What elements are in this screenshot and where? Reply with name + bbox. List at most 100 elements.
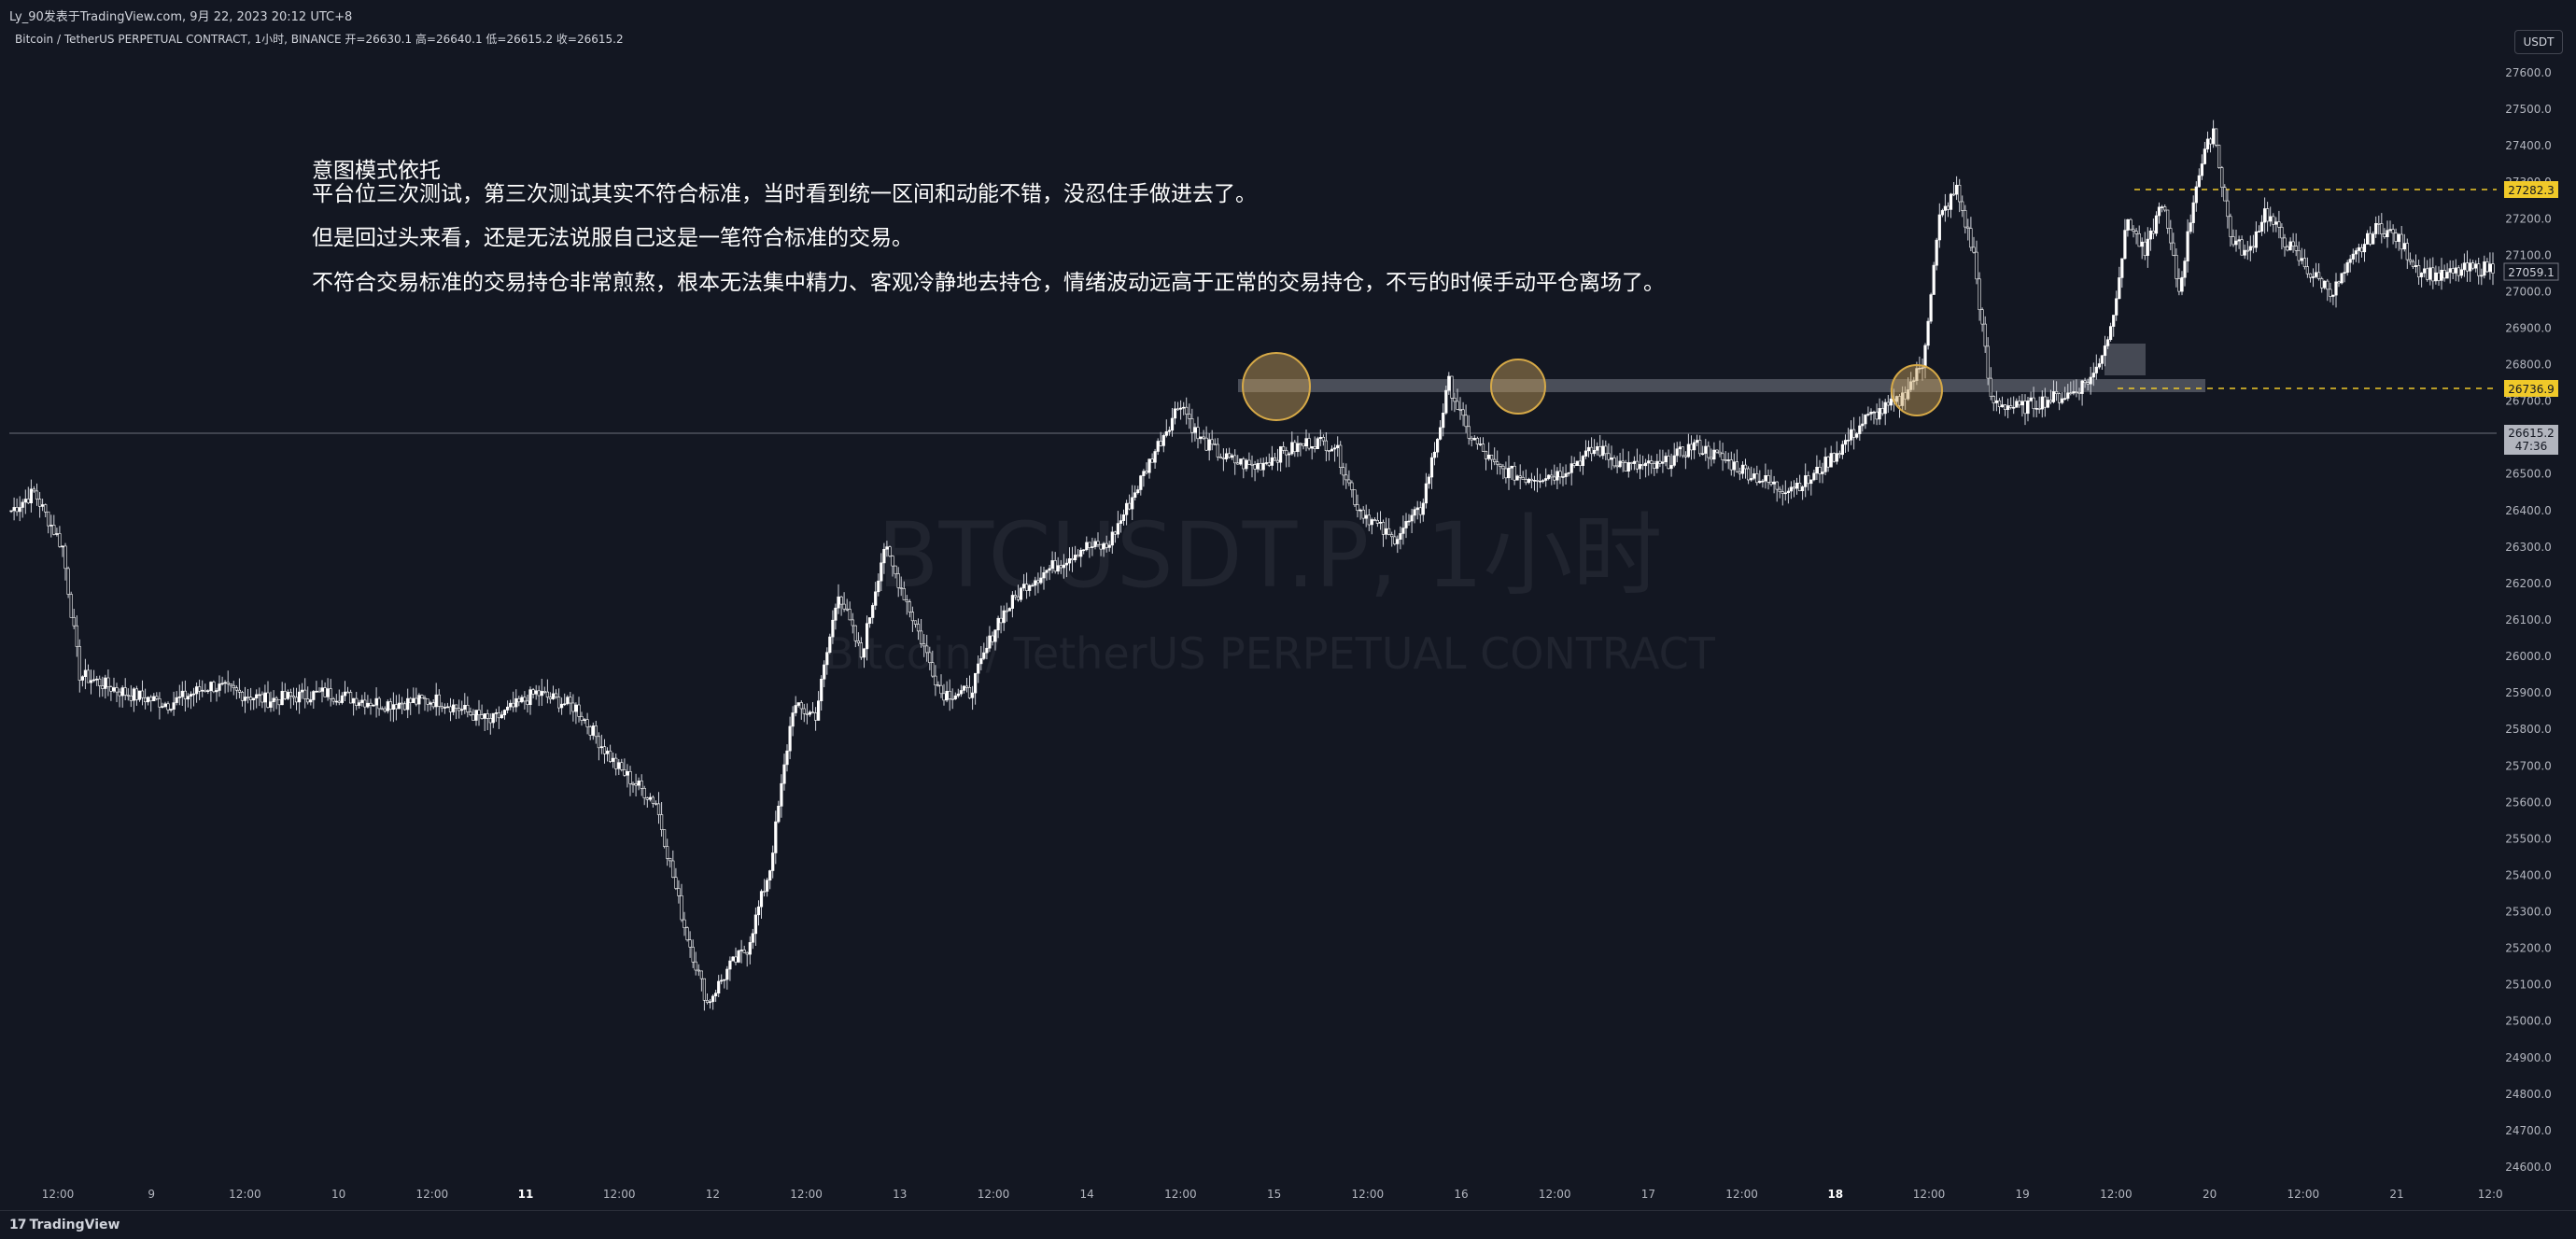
candle-body — [1955, 185, 1959, 195]
annotation-line-3[interactable]: 不符合交易标准的交易持仓非常煎熬，根本无法集中精力、客观冷静地去持仓，情绪波动远… — [312, 271, 1665, 295]
price-tick-label: 25500.0 — [2505, 832, 2552, 845]
candle-body — [1393, 536, 1397, 544]
candle-body — [415, 697, 418, 705]
candle-body — [1527, 478, 1530, 484]
annotation-title[interactable]: 意图模式依托 — [312, 159, 441, 183]
candle-body — [1447, 375, 1451, 391]
small-zone-box[interactable] — [2104, 344, 2146, 375]
candle-body — [1769, 481, 1773, 485]
candle-body — [1062, 564, 1065, 569]
candle-body — [2006, 405, 2010, 410]
price-tick-label: 27400.0 — [2505, 139, 2552, 152]
candle-body — [1432, 451, 1437, 458]
candle-body — [953, 695, 957, 699]
candle-body — [939, 684, 943, 695]
symbol-legend[interactable]: Bitcoin / TetherUS PERPETUAL CONTRACT, 1… — [15, 32, 624, 46]
tested-resistance-zone[interactable] — [1238, 379, 2205, 392]
candle-body — [454, 704, 458, 710]
candle-body — [802, 708, 806, 714]
candle-body — [2072, 391, 2076, 394]
candle-body — [2169, 228, 2173, 244]
candle-body — [2485, 261, 2489, 273]
candle-body — [2417, 265, 2421, 277]
candle-body — [2154, 215, 2159, 234]
test-circle-2[interactable] — [1490, 359, 1546, 415]
candle-body — [2180, 276, 2184, 292]
candle-body — [1647, 460, 1651, 464]
candle-body — [1401, 528, 1405, 534]
candle-body — [61, 545, 64, 548]
candle-body — [908, 601, 911, 612]
candle-body — [2263, 208, 2267, 223]
candle-body — [645, 797, 649, 800]
currency-button[interactable]: USDT — [2514, 30, 2563, 54]
candle-body — [40, 504, 45, 507]
candle-body — [1698, 440, 1702, 455]
candle-body — [2402, 243, 2406, 250]
candle-body — [372, 704, 375, 707]
candle-body — [137, 690, 142, 700]
candle-body — [585, 719, 589, 727]
candle-body — [198, 686, 202, 692]
candle-body — [77, 646, 81, 681]
candle-body — [825, 652, 829, 666]
chart-area[interactable]: BTCUSDT.P, 1小时 Bitcoin / TetherUS PERPET… — [0, 26, 2576, 1210]
candle-body — [2320, 278, 2324, 289]
time-tick-label: 13 — [893, 1188, 907, 1201]
candle-body — [1721, 453, 1724, 460]
candle-body — [2134, 231, 2138, 234]
candle-body — [2094, 366, 2098, 373]
test-circle-3[interactable] — [1891, 364, 1943, 416]
candle-body — [2362, 244, 2367, 253]
candle-body — [2288, 241, 2292, 251]
candle-body — [882, 548, 886, 564]
candle-body — [394, 704, 399, 710]
candle-body — [2109, 326, 2113, 341]
candle-body — [2305, 266, 2310, 275]
candle-body — [320, 687, 324, 692]
tradingview-logo[interactable]: 17 TradingView — [9, 1218, 120, 1232]
candle-body — [810, 711, 815, 714]
time-tick-label: 10 — [331, 1188, 345, 1201]
candle-body — [172, 702, 176, 710]
candle-body — [2454, 267, 2457, 274]
test-circle-1[interactable] — [1242, 352, 1311, 421]
candle-body — [796, 702, 800, 706]
candle-body — [2097, 363, 2102, 368]
candle-body — [1667, 456, 1670, 470]
candle-body — [2426, 268, 2429, 280]
candle-body — [1182, 406, 1186, 409]
candle-body — [974, 672, 978, 694]
candle-body — [1846, 439, 1851, 442]
candle-body — [363, 699, 367, 708]
candle-body — [1555, 471, 1559, 481]
candle-body — [32, 488, 35, 492]
candle-body — [1324, 440, 1328, 452]
candle-body — [931, 662, 935, 677]
candle-body — [563, 703, 567, 706]
annotation-line-1[interactable]: 平台位三次测试，第三次测试其实不符合标准，当时看到统一区间和动能不错，没忍住手做… — [312, 182, 1257, 206]
candle-body — [204, 689, 207, 692]
candle-body — [1855, 433, 1859, 438]
candle-body — [702, 978, 706, 1001]
candle-body — [1364, 514, 1368, 519]
candle-body — [95, 678, 99, 681]
candle-body — [839, 596, 843, 605]
annotation-line-2[interactable]: 但是回过头来看，还是无法说服自己这是一笔符合标准的交易。 — [312, 226, 913, 250]
candle-body — [2448, 268, 2452, 273]
candle-body — [1726, 459, 1730, 461]
candle-body — [531, 689, 535, 695]
price-chart[interactable]: BTCUSDT.P, 1小时 Bitcoin / TetherUS PERPET… — [0, 26, 2576, 1210]
price-axis[interactable]: 27600.027500.027400.027300.027200.027100… — [2505, 66, 2552, 1174]
candle-body — [1558, 471, 1562, 478]
time-axis[interactable]: 12:00 9 12:00 10 12:00 11 12:00 12 12:00 13 12:00 1… — [42, 1188, 2503, 1201]
candle-body — [180, 690, 184, 697]
candle-body — [1570, 463, 1573, 473]
candle-body — [1136, 489, 1140, 494]
upper-level-price-text: 27282.3 — [2508, 184, 2555, 197]
candle-body — [2311, 276, 2316, 278]
candle-body — [950, 698, 954, 700]
candle-body — [1125, 502, 1129, 515]
publisher-bar: Ly_90发表于TradingView.com, 9月 22, 2023 20:… — [0, 0, 2576, 27]
candle-body — [1296, 443, 1300, 452]
